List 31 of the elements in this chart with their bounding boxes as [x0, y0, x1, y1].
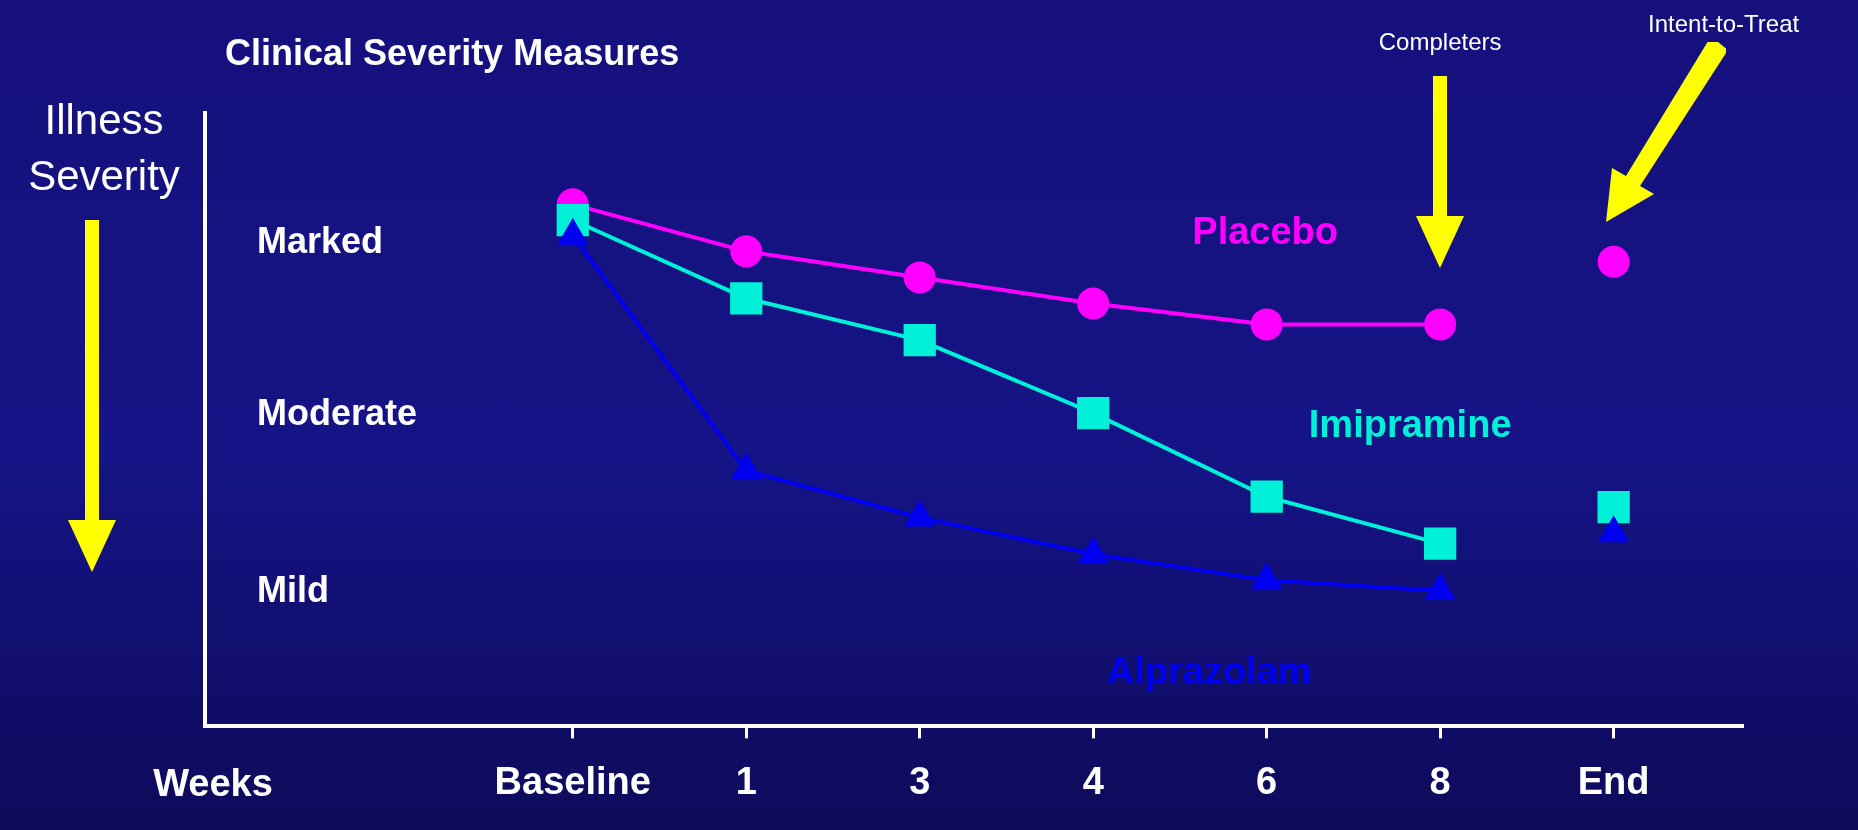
point: [1077, 397, 1110, 430]
text: Illness Severity: [27, 95, 181, 201]
series-label: Imipramine: [1308, 403, 1512, 446]
chart-title: Clinical Severity Measures: [225, 32, 680, 74]
x-tick-label: 8: [1429, 759, 1451, 802]
x-tick-label: 3: [909, 759, 931, 802]
point: [1597, 245, 1630, 278]
point: [730, 235, 763, 268]
point: [1250, 308, 1283, 341]
text: Weeks: [152, 762, 274, 806]
x-tick-label: 1: [735, 759, 757, 802]
point: [903, 323, 936, 357]
point: [1424, 308, 1457, 341]
text: Completers: [1377, 28, 1503, 56]
point: [1252, 564, 1281, 590]
series-label: Placebo: [1192, 209, 1339, 252]
x-tick-label: 6: [1256, 759, 1278, 802]
point: [1077, 287, 1110, 320]
x-tick-label: End: [1577, 759, 1650, 802]
point: [1079, 538, 1108, 564]
text: Intent-to-Treat: [1647, 10, 1801, 38]
text: Mild: [257, 569, 329, 612]
point: [730, 282, 763, 315]
series-label: Alprazolam: [1106, 650, 1312, 693]
point: [1599, 517, 1628, 543]
point: [903, 261, 936, 294]
point: [1426, 574, 1455, 600]
x-tick-label: 4: [1082, 759, 1104, 802]
x-tick-label: Baseline: [494, 759, 651, 802]
text: Marked: [257, 219, 384, 262]
text: Moderate: [257, 391, 418, 434]
